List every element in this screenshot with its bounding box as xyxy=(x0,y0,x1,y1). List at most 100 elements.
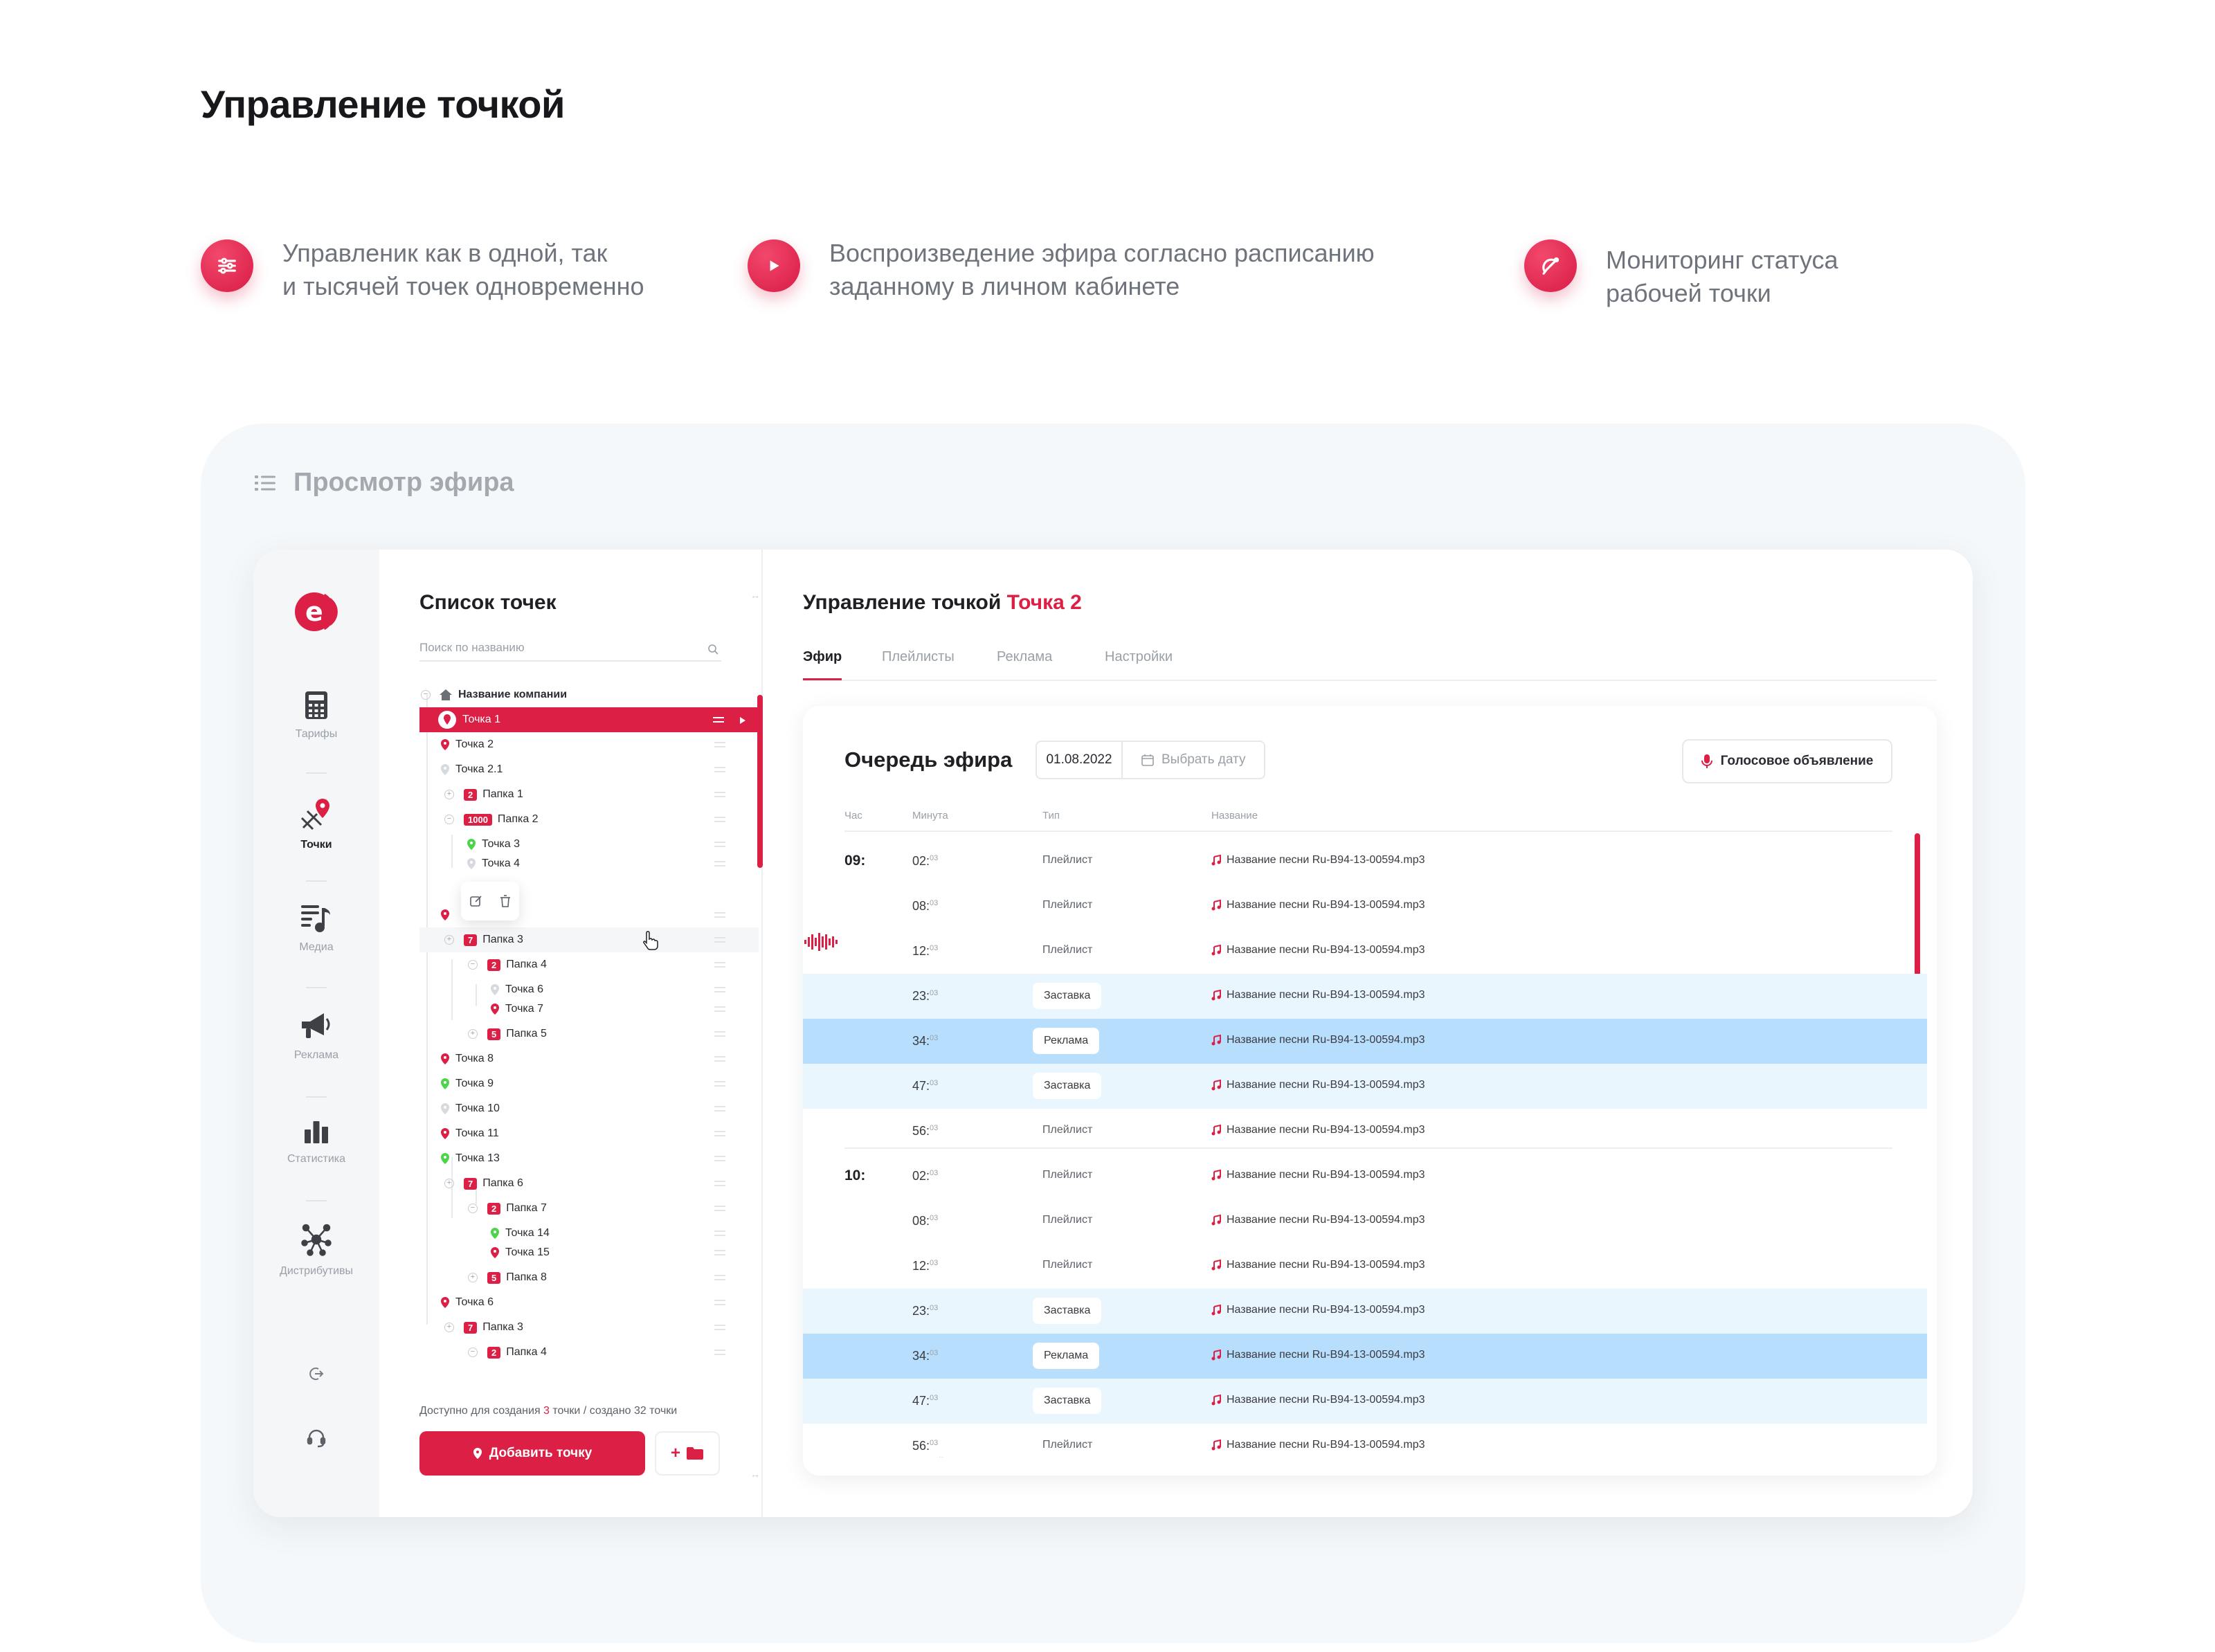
queue-track[interactable]: Название песни Ru-B94-13-00594.mp3 xyxy=(1211,989,1425,1001)
drag-handle-icon[interactable] xyxy=(714,912,725,918)
queue-track[interactable]: Название песни Ru-B94-13-00594.mp3 xyxy=(1211,1124,1425,1136)
drag-handle-icon[interactable] xyxy=(714,937,725,943)
tree-point[interactable]: Точка 15 xyxy=(419,1240,759,1265)
tree-folder[interactable]: −2 Папка 4 xyxy=(419,1340,759,1365)
edit-icon[interactable] xyxy=(469,894,483,908)
queue-row[interactable]: 56:03 Плейлист Название песни Ru-B94-13-00… xyxy=(803,1109,1927,1154)
tree-point[interactable]: Точка 2 xyxy=(419,732,759,757)
drag-handle-icon[interactable] xyxy=(713,717,724,723)
drag-handle-icon[interactable] xyxy=(714,1006,725,1012)
support-button[interactable] xyxy=(253,1428,379,1448)
resize-handle-icon[interactable]: ↔ xyxy=(750,590,760,601)
tab-broadcast[interactable]: Эфир xyxy=(803,649,842,664)
queue-track[interactable]: Название песни Ru-B94-13-00594.mp3 xyxy=(1211,1079,1425,1091)
tree-point[interactable]: Точка 9 xyxy=(419,1071,759,1096)
expand-toggle[interactable]: + xyxy=(468,1273,478,1282)
queue-track[interactable]: Название песни Ru-B94-13-00594.mp3 xyxy=(1211,1169,1425,1181)
tree-point[interactable]: Точка 11 xyxy=(419,1121,759,1146)
queue-row[interactable]: 47:03 Заставка Название песни Ru-B94-13-00… xyxy=(803,1064,1927,1109)
tree-folder[interactable]: − 1000 Папка 2 xyxy=(419,807,759,832)
tree-point[interactable]: Точка 13 xyxy=(419,1146,759,1171)
drag-handle-icon[interactable] xyxy=(714,1325,725,1330)
drag-handle-icon[interactable] xyxy=(714,1250,725,1255)
queue-track[interactable]: Название песни Ru-B94-13-00594.mp3 xyxy=(1211,1259,1425,1271)
drag-handle-icon[interactable] xyxy=(714,842,725,847)
sidebar-item-media[interactable]: Медиа xyxy=(253,904,379,954)
drag-handle-icon[interactable] xyxy=(714,861,725,866)
queue-track[interactable]: Название песни Ru-B94-13-00594.mp3 xyxy=(1211,1214,1425,1226)
expand-toggle[interactable]: + xyxy=(444,1179,454,1188)
drag-handle-icon[interactable] xyxy=(714,1350,725,1355)
sidebar-item-points[interactable]: Точки xyxy=(253,797,379,851)
queue-track[interactable]: Название песни Ru-B94-13-00594.mp3 xyxy=(1211,1034,1425,1046)
play-icon[interactable] xyxy=(739,717,746,724)
add-folder-button[interactable]: + xyxy=(655,1431,720,1476)
tree-folder[interactable]: +7 Папка 6 xyxy=(419,1171,759,1196)
tree-point[interactable]: Точка 2.1 xyxy=(419,757,759,782)
queue-track[interactable]: Название песни Ru-B94-13-00594.mp3 xyxy=(1211,854,1425,866)
tree-company[interactable]: − Название компании xyxy=(419,682,759,707)
logout-button[interactable] xyxy=(253,1366,379,1381)
tree-point[interactable]: Точка 7 xyxy=(419,997,759,1022)
expand-toggle[interactable]: + xyxy=(468,1029,478,1039)
queue-row[interactable]: 56:03 Плейлист Название песни Ru-B94-13-00… xyxy=(803,1424,1927,1469)
expand-toggle[interactable]: + xyxy=(444,935,454,945)
drag-handle-icon[interactable] xyxy=(714,987,725,992)
collapse-toggle[interactable]: − xyxy=(421,690,431,700)
queue-track[interactable]: Название песни Ru-B94-13-00594.mp3 xyxy=(1211,899,1425,911)
resize-handle-icon[interactable]: ↔ xyxy=(750,1469,760,1480)
tree-point[interactable]: Точка 6 xyxy=(419,1290,759,1315)
collapse-toggle[interactable]: − xyxy=(444,815,454,824)
collapse-toggle[interactable]: − xyxy=(468,1204,478,1213)
tree-point[interactable]: Точка 4 xyxy=(419,851,759,876)
tree-point[interactable]: Точка 10 xyxy=(419,1096,759,1121)
queue-track[interactable]: Название песни Ru-B94-13-00594.mp3 xyxy=(1211,1349,1425,1361)
queue-row[interactable]: 09: 02:03 Плейлист Название песни Ru-B94-13… xyxy=(803,839,1927,884)
points-scrollbar[interactable] xyxy=(757,695,763,868)
search-input[interactable]: Поиск по названию xyxy=(419,641,721,662)
drag-handle-icon[interactable] xyxy=(714,1056,725,1062)
drag-handle-icon[interactable] xyxy=(714,1031,725,1037)
drag-handle-icon[interactable] xyxy=(714,1156,725,1161)
drag-handle-icon[interactable] xyxy=(714,1206,725,1211)
voice-announcement-button[interactable]: Голосовое объявление xyxy=(1682,739,1892,783)
tab-playlists[interactable]: Плейлисты xyxy=(882,649,955,664)
drag-handle-icon[interactable] xyxy=(714,792,725,797)
tree-point[interactable]: Точка 6 xyxy=(419,977,759,1002)
drag-handle-icon[interactable] xyxy=(714,767,725,772)
queue-track[interactable]: Название песни Ru-B94-13-00594.mp3 xyxy=(1211,1304,1425,1316)
drag-handle-icon[interactable] xyxy=(714,1275,725,1280)
queue-row[interactable]: 23:03 Заставка Название песни Ru-B94-13-00… xyxy=(803,1289,1927,1334)
tree-point[interactable]: Точка 8 xyxy=(419,1046,759,1071)
tab-settings[interactable]: Настройки xyxy=(1105,649,1173,664)
tree-folder[interactable]: −2 Папка 7 xyxy=(419,1196,759,1221)
drag-handle-icon[interactable] xyxy=(714,1231,725,1236)
tree-folder[interactable]: +5 Папка 5 xyxy=(419,1022,759,1046)
queue-row[interactable]: 34:03 Реклама Название песни Ru-B94-13-005… xyxy=(803,1019,1927,1064)
sidebar-item-distributions[interactable]: Дистрибутивы xyxy=(253,1222,379,1278)
date-picker[interactable]: 01.08.2022 Выбрать дату xyxy=(1036,741,1265,779)
sidebar-item-tariffs[interactable]: Тарифы xyxy=(253,691,379,741)
drag-handle-icon[interactable] xyxy=(714,962,725,968)
expand-toggle[interactable]: + xyxy=(444,1323,454,1332)
tree-point[interactable]: Точка 3 xyxy=(419,832,759,857)
tree-folder[interactable]: +2 Папка 1 xyxy=(419,782,759,807)
drag-handle-icon[interactable] xyxy=(714,1106,725,1111)
trash-icon[interactable] xyxy=(499,894,512,908)
queue-row[interactable]: 34:03 Реклама Название песни Ru-B94-13-005… xyxy=(803,1334,1927,1379)
drag-handle-icon[interactable] xyxy=(714,742,725,747)
queue-row[interactable]: 12:03 Плейлист Название песни Ru-B94-13-00… xyxy=(803,1244,1927,1289)
drag-handle-icon[interactable] xyxy=(714,1181,725,1186)
queue-row[interactable]: 10: 02:03 Плейлист Название песни Ru-B94-13… xyxy=(803,1154,1927,1199)
queue-track[interactable]: Название песни Ru-B94-13-00594.mp3 xyxy=(1211,1439,1425,1451)
queue-scrollbar[interactable] xyxy=(1915,833,1920,1001)
queue-row[interactable]: 47:03 Заставка Название песни Ru-B94-13-00… xyxy=(803,1379,1927,1424)
sidebar-item-ads[interactable]: Реклама xyxy=(253,1012,379,1062)
pick-date-button[interactable]: Выбрать дату xyxy=(1141,752,1245,768)
drag-handle-icon[interactable] xyxy=(714,1131,725,1136)
drag-handle-icon[interactable] xyxy=(714,1300,725,1305)
queue-row[interactable]: 08:03 Плейлист Название песни Ru-B94-13-00… xyxy=(803,1199,1927,1244)
add-point-button[interactable]: Добавить точку xyxy=(419,1431,645,1476)
drag-handle-icon[interactable] xyxy=(714,1081,725,1087)
collapse-toggle[interactable]: − xyxy=(468,960,478,970)
